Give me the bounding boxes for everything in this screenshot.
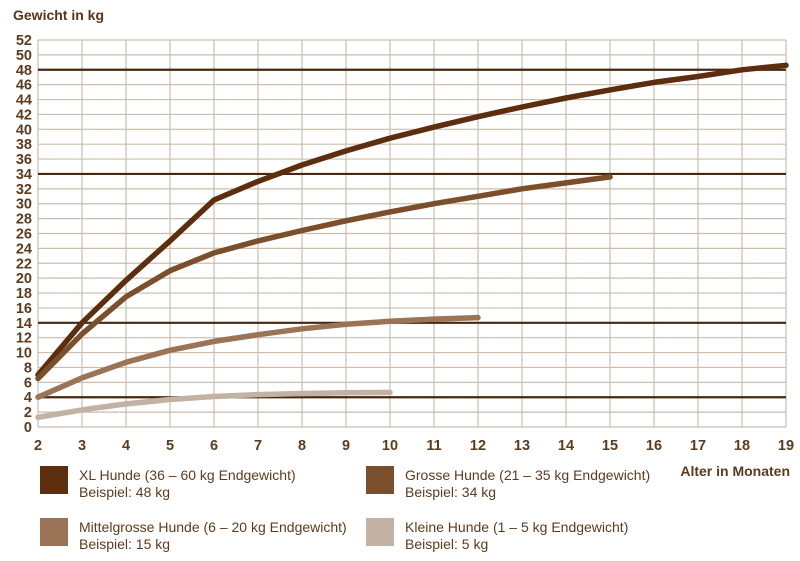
legend-swatch-mittelgrosse xyxy=(40,518,68,546)
legend-item-xl: XL Hunde (36 – 60 kg Endgewicht) Beispie… xyxy=(40,466,296,501)
grid xyxy=(37,39,787,428)
curve-1 xyxy=(35,174,613,382)
svg-text:19: 19 xyxy=(778,438,794,454)
svg-text:17: 17 xyxy=(690,438,706,454)
svg-text:16: 16 xyxy=(646,438,662,454)
svg-text:3: 3 xyxy=(78,438,86,454)
svg-text:52: 52 xyxy=(16,33,32,49)
svg-text:50: 50 xyxy=(16,48,32,64)
svg-text:28: 28 xyxy=(16,212,32,228)
svg-text:22: 22 xyxy=(16,256,32,272)
svg-text:44: 44 xyxy=(16,93,32,109)
svg-text:15: 15 xyxy=(602,438,618,454)
svg-text:18: 18 xyxy=(734,438,750,454)
svg-text:2: 2 xyxy=(34,438,42,454)
legend-label-xl: XL Hunde (36 – 60 kg Endgewicht) xyxy=(79,467,296,483)
svg-text:30: 30 xyxy=(16,197,32,213)
svg-text:9: 9 xyxy=(342,438,350,454)
svg-text:4: 4 xyxy=(122,438,130,454)
curve-2 xyxy=(35,314,481,400)
svg-text:40: 40 xyxy=(16,122,32,138)
svg-text:12: 12 xyxy=(470,438,486,454)
legend-example-xl: Beispiel: 48 kg xyxy=(79,484,171,500)
svg-text:4: 4 xyxy=(24,390,32,406)
svg-text:10: 10 xyxy=(382,438,398,454)
svg-text:6: 6 xyxy=(24,375,32,391)
legend-example-grosse: Beispiel: 34 kg xyxy=(405,484,497,500)
svg-text:48: 48 xyxy=(16,63,32,79)
curve-0 xyxy=(35,62,789,378)
legend-swatch-kleine xyxy=(366,518,394,546)
legend-label-grosse: Grosse Hunde (21 – 35 kg Endgewicht) xyxy=(405,467,651,483)
x-tick-labels: 2 3 4 5 6 7 8 9 10 11 12 13 14 15 16 17 18 19 xyxy=(34,438,794,454)
legend-item-kleine: Kleine Hunde (1 – 5 kg Endgewicht) Beisp… xyxy=(366,518,628,553)
svg-text:42: 42 xyxy=(16,107,32,123)
svg-text:14: 14 xyxy=(558,438,574,454)
svg-text:5: 5 xyxy=(166,438,174,454)
svg-text:6: 6 xyxy=(210,438,218,454)
svg-text:46: 46 xyxy=(16,78,32,94)
svg-text:12: 12 xyxy=(16,331,32,347)
svg-text:13: 13 xyxy=(514,438,530,454)
legend-swatch-grosse xyxy=(366,466,394,494)
y-tick-labels: 0246810121416182022242628303234363840424… xyxy=(16,33,32,436)
curve-3 xyxy=(35,389,393,421)
legend-label-mittelgrosse: Mittelgrosse Hunde (6 – 20 kg Endgewicht… xyxy=(79,519,347,535)
legend-item-mittelgrosse: Mittelgrosse Hunde (6 – 20 kg Endgewicht… xyxy=(40,518,347,553)
x-axis-title: Alter in Monaten xyxy=(680,463,790,479)
svg-text:34: 34 xyxy=(16,167,32,183)
svg-text:16: 16 xyxy=(16,301,32,317)
svg-text:11: 11 xyxy=(426,438,441,454)
svg-text:32: 32 xyxy=(16,182,32,198)
svg-text:8: 8 xyxy=(298,438,306,454)
svg-text:8: 8 xyxy=(24,360,32,376)
svg-text:2: 2 xyxy=(24,405,32,421)
chart-title: Gewicht in kg xyxy=(13,7,105,23)
svg-text:10: 10 xyxy=(16,346,32,362)
svg-text:38: 38 xyxy=(16,137,32,153)
legend-item-grosse: Grosse Hunde (21 – 35 kg Endgewicht) Bei… xyxy=(366,466,650,501)
legend-example-mittelgrosse: Beispiel: 15 kg xyxy=(79,536,171,552)
svg-text:26: 26 xyxy=(16,227,32,243)
svg-text:24: 24 xyxy=(16,241,32,257)
legend-example-kleine: Beispiel: 5 kg xyxy=(405,536,489,552)
growth-chart: 0246810121416182022242628303234363840424… xyxy=(16,33,794,454)
svg-text:7: 7 xyxy=(254,438,262,454)
legend-label-kleine: Kleine Hunde (1 – 5 kg Endgewicht) xyxy=(405,519,629,535)
svg-text:20: 20 xyxy=(16,271,32,287)
svg-text:14: 14 xyxy=(16,316,32,332)
legend-swatch-xl xyxy=(40,466,68,494)
svg-text:0: 0 xyxy=(24,420,32,436)
svg-text:18: 18 xyxy=(16,286,32,302)
svg-text:36: 36 xyxy=(16,152,32,168)
